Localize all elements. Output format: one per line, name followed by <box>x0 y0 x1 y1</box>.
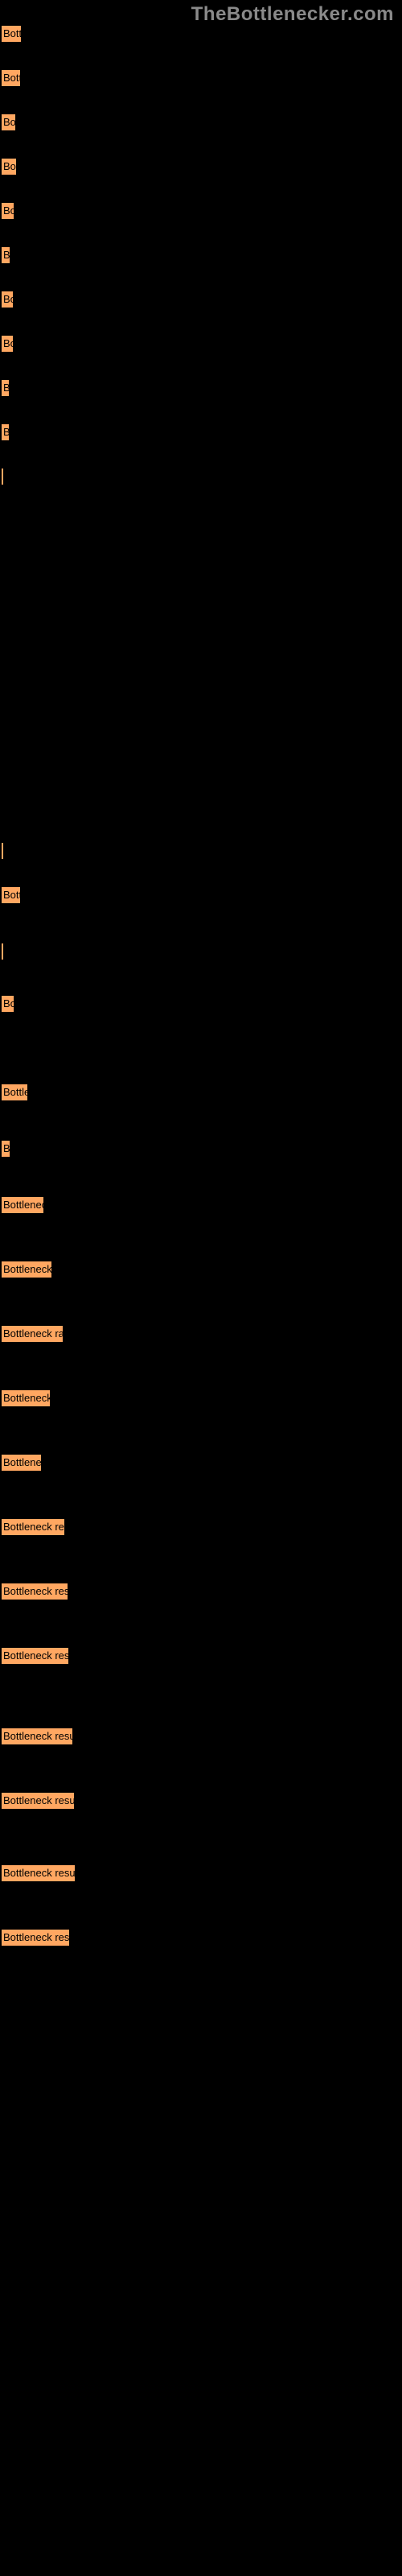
bar-item: Bottlenec <box>0 1195 45 1215</box>
bar-label: Bottlene <box>3 1456 42 1468</box>
bar-label: Bottleneck resu <box>3 1794 76 1806</box>
bar-label: Bottleneck res <box>3 1931 69 1943</box>
bar-label: B <box>3 382 10 394</box>
bar-label: B <box>3 1142 10 1154</box>
bar-label: Bottleneck <box>3 1263 52 1275</box>
bar-item: Bott <box>0 68 22 88</box>
bar-item: Bott <box>0 886 22 905</box>
bar-item: Bottleneck resu <box>0 1727 74 1746</box>
bar-item: Bo <box>0 113 17 132</box>
bar-label: Bottleneck <box>3 1392 51 1404</box>
bar-item <box>0 942 5 961</box>
bar-item: Bottleneck <box>0 1389 51 1408</box>
bar-label: Bottleneck res <box>3 1585 69 1597</box>
bar-label: Bo <box>3 160 16 172</box>
bar-item: Bottleneck res <box>0 1582 69 1601</box>
bar-item: B <box>0 378 10 398</box>
bar-item: Bottleneck resu <box>0 1791 76 1810</box>
bar-item <box>0 467 5 486</box>
bar-item: Bottleneck res <box>0 1646 70 1666</box>
bar-item: B <box>0 246 11 265</box>
bar-label: Bo <box>3 337 14 349</box>
watermark-text: TheBottlenecker.com <box>191 3 394 26</box>
bar-item: B <box>0 423 10 442</box>
bar-label: B <box>3 426 10 438</box>
bar-label: Bottleneck res <box>3 1649 69 1662</box>
bar-label: Bott <box>3 889 22 901</box>
bar-item: Bottleneck resu <box>0 1864 76 1883</box>
bar-item: Bottleneck res <box>0 1928 71 1947</box>
bar-label: Bo <box>3 997 15 1009</box>
bar-item: Bo <box>0 994 15 1013</box>
bar-label: Bottle <box>3 1086 29 1098</box>
bar-label: Bottleneck ra <box>3 1327 64 1340</box>
bar-label: Bott <box>3 72 22 84</box>
bar-item: Bo <box>0 290 14 309</box>
bar-label: Bottleneck resu <box>3 1730 74 1742</box>
bar-item: Bo <box>0 157 18 176</box>
bar-item: Bo <box>0 334 14 353</box>
bar-label: Bott <box>3 27 22 39</box>
bar-label: Bo <box>3 204 15 217</box>
bar-item: Bottle <box>0 1083 29 1102</box>
bar-item: Bottleneck ra <box>0 1324 64 1344</box>
bar-label: Bo <box>3 116 16 128</box>
bar-label: B <box>3 249 10 261</box>
bar-item <box>0 841 5 861</box>
bar-label: Bottleneck re <box>3 1521 64 1533</box>
bar-item: Bottlene <box>0 1453 43 1472</box>
bar-label: Bo <box>3 293 14 305</box>
bar-label: Bottlenec <box>3 1199 45 1211</box>
bar-item: Bo <box>0 201 15 221</box>
bar-label: Bottleneck resu <box>3 1867 76 1879</box>
chart-canvas: { "watermark": "TheBottlenecker.com", "c… <box>0 0 402 2576</box>
bar-item: Bottleneck re <box>0 1517 66 1537</box>
bar-item: Bottleneck <box>0 1260 53 1279</box>
bar-item: Bott <box>0 24 23 43</box>
bar-item: B <box>0 1139 11 1158</box>
